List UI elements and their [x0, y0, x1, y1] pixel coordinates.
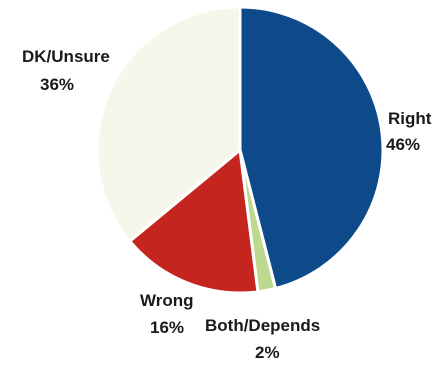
label-both-depends-value: 2%	[255, 343, 280, 362]
label-wrong-value: 16%	[150, 318, 184, 337]
label-right-name: Right	[388, 109, 432, 128]
label-dk-unsure-value: 36%	[40, 75, 74, 94]
pie-slices	[95, 5, 385, 295]
pie-slice-right	[238, 5, 385, 291]
pie-slice-wrong	[128, 148, 260, 295]
label-dk-unsure-name: DK/Unsure	[22, 47, 110, 66]
label-both-depends-name: Both/Depends	[205, 316, 320, 335]
pie-slice-dk-unsure	[95, 5, 242, 243]
label-right-value: 46%	[386, 135, 420, 154]
label-wrong-name: Wrong	[140, 291, 194, 310]
